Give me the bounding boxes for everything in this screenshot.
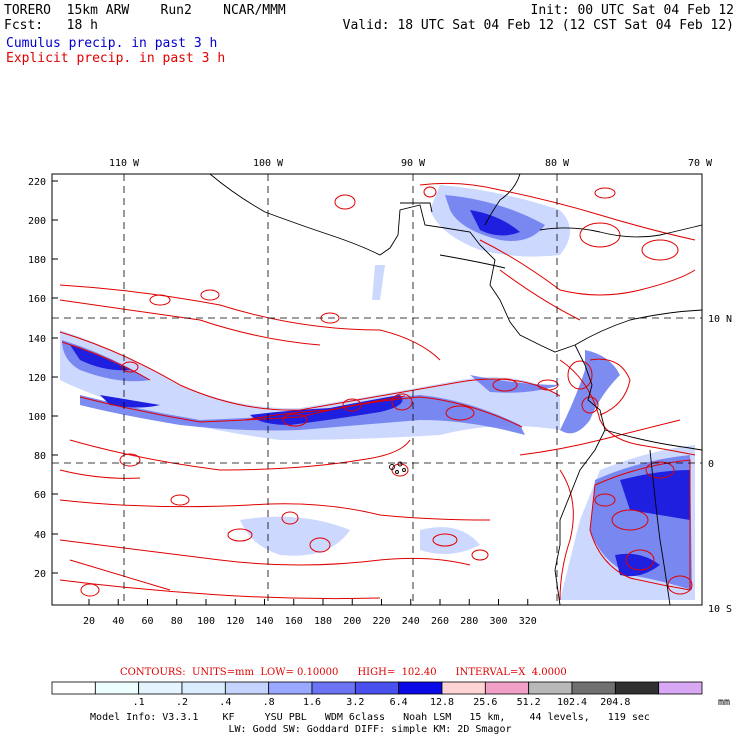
x-tick-label: 60 [141, 616, 153, 627]
legend-box [528, 681, 573, 695]
x-tick-label: 40 [112, 616, 124, 627]
legend-box [268, 681, 313, 695]
x-tick-label: 200 [343, 616, 361, 627]
legend-box [658, 681, 703, 695]
legend-box [138, 681, 183, 695]
legend-value: 204.8 [600, 697, 630, 708]
legend-value: 102.4 [557, 697, 587, 708]
legend-box [181, 681, 226, 695]
x-tick-label: 300 [489, 616, 507, 627]
model-info-line2: LW: Godd SW: Goddard DIFF: simple KM: 2D… [228, 724, 512, 735]
x-tick-label: 180 [314, 616, 332, 627]
legend-box [224, 681, 270, 695]
model-title: TORERO 15km ARW Run2 NCAR/MMM [4, 3, 286, 18]
x-tick-label: 320 [519, 616, 537, 627]
legend-box [484, 681, 530, 695]
x-tick-label: 20 [83, 616, 95, 627]
legend-value: .2 [176, 697, 188, 708]
x-tick-label: 80 [171, 616, 183, 627]
x-tick-label: 140 [255, 616, 273, 627]
y-tick-label: 80 [34, 451, 46, 462]
y-tick-label: 40 [34, 530, 46, 541]
legend-value: 51.2 [517, 697, 541, 708]
lat-label-10s: 10 S [708, 604, 732, 615]
legend-color-bar [51, 681, 703, 695]
x-axis: 20 40 60 80 100 120 140 160 180 200 220 240 260 280 30… [83, 599, 537, 627]
legend-box [441, 681, 486, 695]
grid-lines [52, 174, 702, 605]
latitude-labels: 10 N 0 10 S [708, 314, 732, 615]
legend-box [571, 681, 616, 695]
lon-label-80w: 80 W [545, 158, 570, 169]
legend-value: 1.6 [303, 697, 321, 708]
init-time: Init: 00 UTC Sat 04 Feb 12 [530, 3, 735, 18]
legend-box [354, 681, 400, 695]
x-tick-label: 120 [226, 616, 244, 627]
x-tick-label: 280 [460, 616, 478, 627]
y-tick-label: 120 [28, 373, 46, 384]
coastlines [209, 173, 703, 606]
y-tick-label: 100 [28, 412, 46, 423]
x-tick-label: 220 [372, 616, 390, 627]
y-tick-label: 20 [34, 569, 46, 580]
legend-value: .1 [133, 697, 145, 708]
lon-label-90w: 90 W [401, 158, 426, 169]
legend-values: .1 .2 .4 .8 1.6 3.2 6.4 12.8 25.6 51.2 102.4 204.8 [133, 697, 631, 708]
y-tick-label: 60 [34, 490, 46, 501]
contours-info: CONTOURS: UNITS=mm LOW= 0.10000 HIGH= 10… [120, 667, 567, 678]
lon-label-70w: 70 W [688, 158, 713, 169]
lon-label-100w: 100 W [253, 158, 284, 169]
x-tick-label: 240 [402, 616, 420, 627]
legend-box [614, 681, 660, 695]
legend-value: 12.8 [430, 697, 454, 708]
lon-label-110w: 110 W [109, 158, 140, 169]
model-info-line1: Model Info: V3.3.1 KF YSU PBL WDM 6class… [90, 712, 650, 723]
y-axis: 220 200 180 160 140 120 100 80 60 40 20 [28, 177, 58, 580]
legend-box [94, 681, 140, 695]
legend-box [311, 681, 356, 695]
lat-label-0: 0 [708, 459, 714, 470]
y-tick-label: 220 [28, 177, 46, 188]
legend-box [398, 681, 443, 695]
legend-value: 6.4 [390, 697, 408, 708]
legend-value: .4 [219, 697, 231, 708]
y-tick-label: 160 [28, 294, 46, 305]
explicit-label: Explicit precip. in past 3 h [6, 51, 226, 66]
longitude-labels: 110 W 100 W 90 W 80 W 70 W [109, 158, 713, 169]
forecast-hour: Fcst: 18 h [4, 18, 98, 33]
x-tick-label: 260 [431, 616, 449, 627]
cumulus-label: Cumulus precip. in past 3 h [6, 36, 218, 51]
legend-value: 25.6 [473, 697, 497, 708]
x-tick-label: 100 [197, 616, 215, 627]
y-tick-label: 200 [28, 216, 46, 227]
legend-value: 3.2 [346, 697, 364, 708]
valid-time: Valid: 18 UTC Sat 04 Feb 12 (12 CST Sat … [342, 18, 734, 33]
lat-label-10n: 10 N [708, 314, 732, 325]
x-tick-label: 160 [285, 616, 303, 627]
legend-value: .8 [263, 697, 275, 708]
explicit-precip-contours [59, 182, 696, 601]
y-tick-label: 180 [28, 255, 46, 266]
legend-unit: mm [718, 697, 730, 708]
legend-box [51, 681, 96, 695]
y-tick-label: 140 [28, 334, 46, 345]
